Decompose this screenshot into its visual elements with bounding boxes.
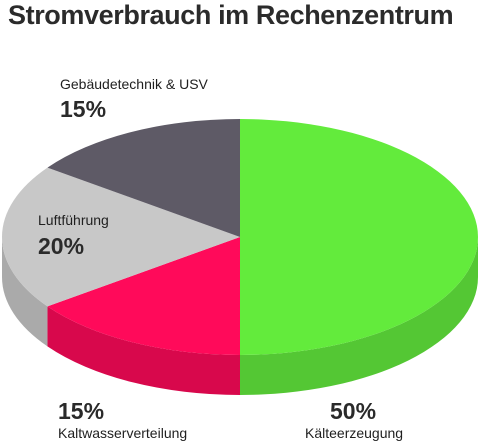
slice-label-kaltwasserverteilung: Kaltwasserverteilung [58,425,188,441]
pie-side-luftfuehrung [2,237,48,347]
pie-slice-kaelteerzeugung [240,119,478,355]
slice-value-luftfuehrung: 20% [38,233,85,259]
slice-value-gebaeudetechnik: 15% [60,96,107,122]
pie-slice-kaltwasserverteilung [47,237,241,355]
slice-label-kaelteerzeugung: Kälteerzeugung [305,425,404,441]
pie-side-kaelteerzeugung [240,237,478,395]
slice-label-gebaeudetechnik: Gebäudetechnik & USV [60,76,208,92]
slice-label-luftfuehrung: Luftführung [38,212,109,228]
pie-slice-gebaeudetechnik-und-usv [47,119,241,237]
pie-slice-luftfuehrung [1,167,240,307]
slice-value-kaelteerzeugung: 50% [330,398,377,424]
slice-value-kaltwasserverteilung: 15% [58,398,105,424]
chart-title: Stromverbrauch im Rechenzentrum [8,0,454,30]
pie-side-kaltwasserverteilung [47,306,241,395]
